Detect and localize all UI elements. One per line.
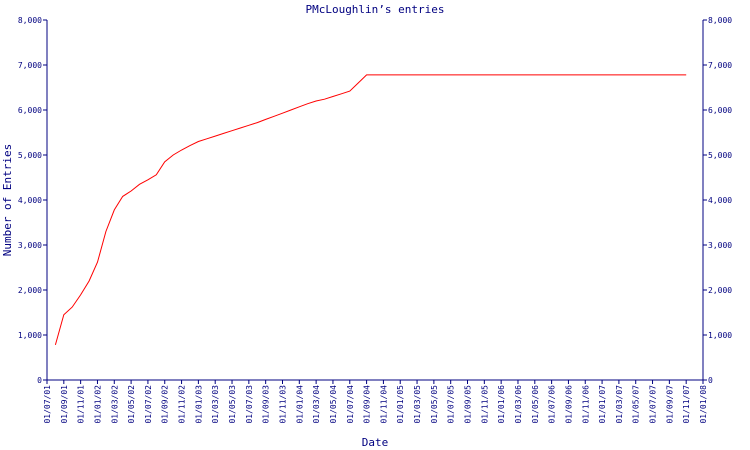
x-tick-label: 01/03/03 xyxy=(211,385,220,424)
x-tick-label: 01/05/06 xyxy=(531,385,540,424)
x-tick-label: 01/05/04 xyxy=(329,385,338,424)
y-tick-label: 3,000 xyxy=(18,241,42,250)
x-tick-label: 01/11/01 xyxy=(77,385,86,424)
x-tick-label: 01/03/07 xyxy=(615,385,624,424)
x-tick-label: 01/07/01 xyxy=(43,385,52,424)
x-tick-label: 01/05/07 xyxy=(632,385,641,424)
x-tick-label: 01/09/07 xyxy=(665,385,674,424)
y2-tick-label: 2,000 xyxy=(708,286,732,295)
chart-title: PMcLoughlin’s entries xyxy=(305,3,444,16)
x-tick-label: 01/07/05 xyxy=(447,385,456,424)
y2-tick-label: 1,000 xyxy=(708,331,732,340)
y-tick-label: 7,000 xyxy=(18,61,42,70)
y2-tick-label: 7,000 xyxy=(708,61,732,70)
y2-tick-label: 5,000 xyxy=(708,151,732,160)
x-tick-label: 01/01/03 xyxy=(194,385,203,424)
x-tick-label: 01/07/06 xyxy=(548,385,557,424)
x-axis-label: Date xyxy=(362,436,389,449)
x-tick-label: 01/09/01 xyxy=(60,385,69,424)
y-tick-label: 1,000 xyxy=(18,331,42,340)
x-tick-label: 01/03/02 xyxy=(110,385,119,424)
data-line xyxy=(54,74,687,346)
x-tick-label: 01/05/03 xyxy=(228,385,237,424)
y-axis-label: Number of Entries xyxy=(1,144,14,257)
x-tick-label: 01/07/02 xyxy=(144,385,153,424)
x-tick-label: 01/07/07 xyxy=(649,385,658,424)
x-tick-label: 01/01/02 xyxy=(93,385,102,424)
y-tick-label: 0 xyxy=(37,376,42,385)
x-tick-label: 01/03/05 xyxy=(413,385,422,424)
x-tick-label: 01/01/04 xyxy=(295,385,304,424)
x-tick-label: 01/11/07 xyxy=(682,385,691,424)
y-tick-label: 8,000 xyxy=(18,16,42,25)
x-tick-label: 01/09/05 xyxy=(464,385,473,424)
x-tick-label: 01/05/02 xyxy=(127,385,136,424)
x-tick-label: 01/03/04 xyxy=(312,385,321,424)
x-tick-label: 01/01/07 xyxy=(598,385,607,424)
x-tick-label: 01/01/06 xyxy=(497,385,506,424)
x-tick-label: 01/01/05 xyxy=(396,385,405,424)
y2-tick-label: 4,000 xyxy=(708,196,732,205)
x-tick-label: 01/11/04 xyxy=(379,385,388,424)
y-tick-label: 2,000 xyxy=(18,286,42,295)
y-tick-label: 6,000 xyxy=(18,106,42,115)
x-tick-label: 01/09/02 xyxy=(161,385,170,424)
y2-tick-label: 3,000 xyxy=(708,241,732,250)
x-tick-label: 01/07/04 xyxy=(346,385,355,424)
x-tick-label: 01/11/06 xyxy=(581,385,590,424)
x-tick-label: 01/07/03 xyxy=(245,385,254,424)
x-tick-label: 01/09/03 xyxy=(262,385,271,424)
x-tick-label: 01/11/02 xyxy=(178,385,187,424)
x-tick-label: 01/09/04 xyxy=(363,385,372,424)
y2-tick-label: 0 xyxy=(708,376,713,385)
y-tick-label: 4,000 xyxy=(18,196,42,205)
y-tick-label: 5,000 xyxy=(18,151,42,160)
x-tick-label: 01/05/05 xyxy=(430,385,439,424)
x-tick-label: 01/03/06 xyxy=(514,385,523,424)
x-tick-label: 01/11/05 xyxy=(480,385,489,424)
x-tick-label: 01/01/08 xyxy=(699,385,708,424)
y2-tick-label: 6,000 xyxy=(708,106,732,115)
y2-tick-label: 8,000 xyxy=(708,16,732,25)
x-tick-label: 01/11/03 xyxy=(278,385,287,424)
x-tick-label: 01/09/06 xyxy=(564,385,573,424)
